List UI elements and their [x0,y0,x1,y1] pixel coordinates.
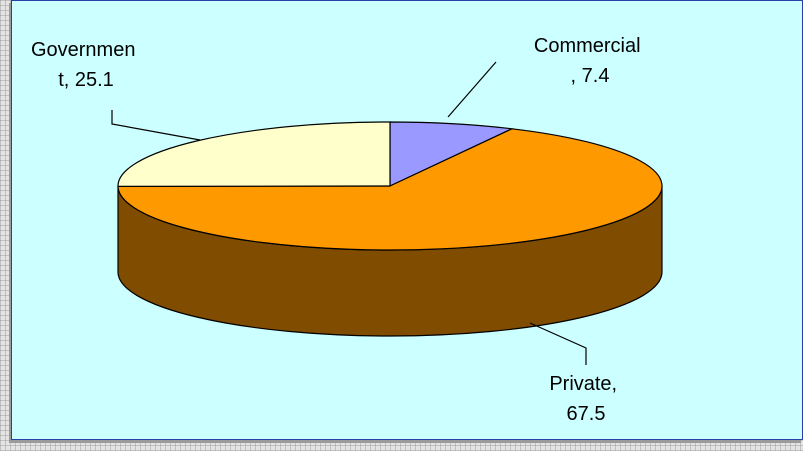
leader-line-government [111,110,201,141]
slice-private [117,128,663,251]
label-government: Governmen t, 25.1 [31,39,141,91]
slice-government [117,121,391,188]
slice-commercial [389,121,515,187]
label-private: Private, 67.5 [549,373,622,425]
leader-line-private [529,322,587,365]
leader-line-commercial [447,61,497,118]
label-commercial: Commercial , 7.4 [534,35,646,87]
